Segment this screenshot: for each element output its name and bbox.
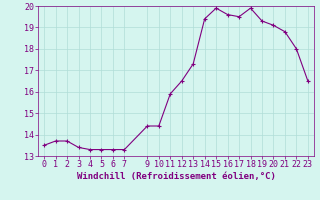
X-axis label: Windchill (Refroidissement éolien,°C): Windchill (Refroidissement éolien,°C) [76, 172, 276, 181]
